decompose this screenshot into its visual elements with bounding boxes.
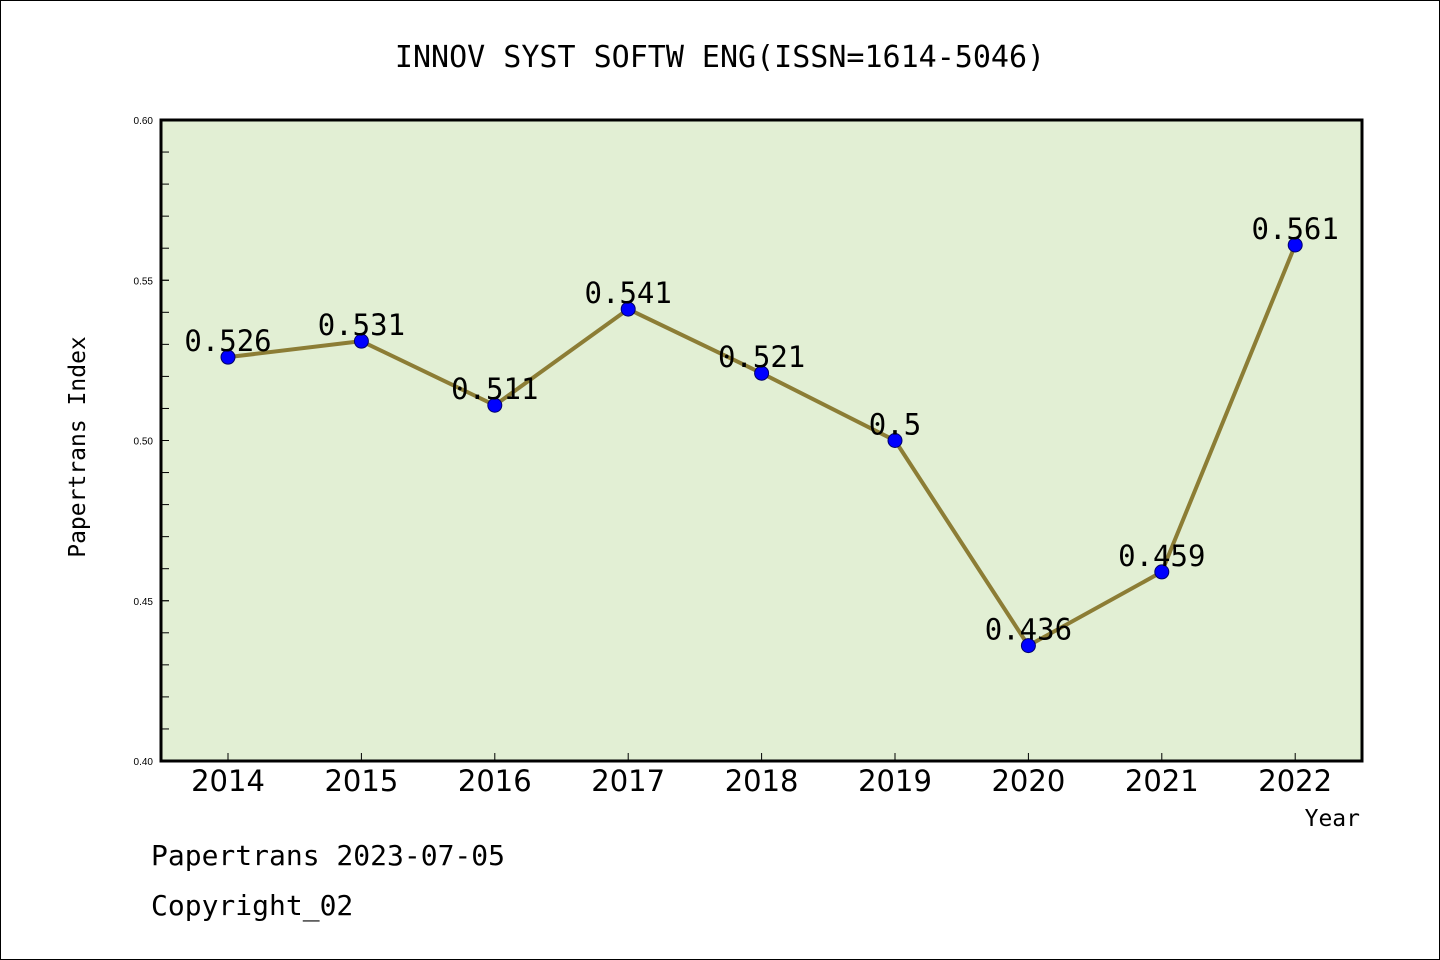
data-point xyxy=(754,365,770,381)
y-tick-label: 0.45 xyxy=(134,597,154,608)
x-axis: 2014 2015 2016 2017 2018 2019 2020 2021 2022 xyxy=(191,753,1332,798)
x-tick-label: 2014 xyxy=(191,764,265,798)
data-point xyxy=(620,301,636,317)
footer-date: Papertrans 2023-07-05 xyxy=(151,839,505,872)
data-point xyxy=(1020,638,1036,654)
data-point xyxy=(887,433,903,448)
x-tick-label: 2015 xyxy=(324,764,398,798)
x-tick-label: 2019 xyxy=(858,764,932,798)
data-label: 0.459 xyxy=(1118,539,1205,573)
data-label: 0.521 xyxy=(718,340,805,374)
data-point xyxy=(220,349,236,365)
data-label: 0.5 xyxy=(869,408,921,442)
data-label: 0.561 xyxy=(1252,212,1339,246)
footer-copyright: Copyright_02 xyxy=(151,889,353,923)
chart-title: INNOV SYST SOFTW ENG(ISSN=1614-5046) xyxy=(395,40,1045,75)
y-tick-label: 0.55 xyxy=(134,276,154,287)
x-tick-label: 2016 xyxy=(458,764,532,798)
x-tick-label: 2017 xyxy=(591,764,665,798)
x-tick-label: 2018 xyxy=(725,764,799,798)
data-point xyxy=(1287,237,1303,253)
y-tick-label: 0.50 xyxy=(134,437,154,448)
series: 0.526 0.531 0.511 0.541 0.521 0.5 0.436 0.459 0.… xyxy=(184,212,1339,654)
y-tick-label: 0.60 xyxy=(134,116,154,127)
y-tick-label: 0.40 xyxy=(134,757,154,768)
data-point xyxy=(353,333,369,349)
plot-area xyxy=(159,118,1364,763)
x-tick-label: 2021 xyxy=(1125,764,1199,798)
y-axis: 0.40 0.45 0.50 0.55 0.60 xyxy=(134,116,169,768)
data-label: 0.511 xyxy=(451,372,538,406)
data-label: 0.526 xyxy=(184,324,271,358)
data-label: 0.436 xyxy=(985,613,1072,647)
x-tick-label: 2020 xyxy=(991,764,1065,798)
y-axis-label: Papertrans Index xyxy=(65,336,91,558)
x-axis-label: Year xyxy=(1305,806,1360,832)
x-tick-label: 2022 xyxy=(1258,764,1332,798)
data-label: 0.541 xyxy=(585,276,672,310)
data-label: 0.531 xyxy=(318,308,405,342)
data-point xyxy=(1154,564,1170,580)
data-point xyxy=(487,397,503,413)
